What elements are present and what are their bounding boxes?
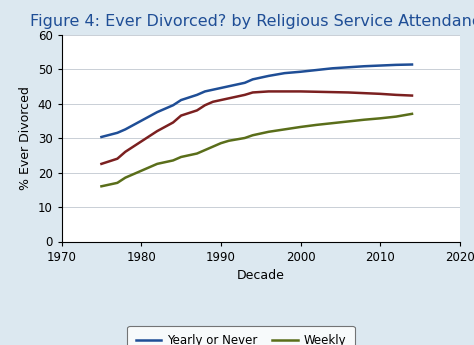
Monthly bbox=[194, 108, 200, 112]
Line: Weekly: Weekly bbox=[101, 114, 412, 186]
Weekly bbox=[361, 118, 367, 122]
Weekly bbox=[218, 141, 224, 145]
Monthly bbox=[409, 93, 415, 98]
Monthly bbox=[178, 114, 184, 118]
Monthly bbox=[314, 90, 319, 94]
Weekly bbox=[298, 125, 303, 129]
Yearly or Never bbox=[155, 110, 160, 114]
Yearly or Never bbox=[377, 63, 383, 68]
Yearly or Never bbox=[115, 131, 120, 135]
Monthly bbox=[266, 89, 272, 93]
Weekly bbox=[155, 162, 160, 166]
Yearly or Never bbox=[138, 119, 144, 123]
Monthly bbox=[377, 92, 383, 96]
Legend: Yearly or Never, Monthly, Weekly: Yearly or Never, Monthly, Weekly bbox=[127, 326, 355, 345]
Weekly bbox=[122, 176, 128, 180]
Yearly or Never bbox=[226, 84, 232, 88]
Line: Yearly or Never: Yearly or Never bbox=[101, 65, 412, 137]
Yearly or Never bbox=[170, 103, 176, 107]
Monthly bbox=[99, 162, 104, 166]
Weekly bbox=[178, 155, 184, 159]
Monthly bbox=[122, 150, 128, 154]
Weekly bbox=[377, 116, 383, 120]
Yearly or Never bbox=[99, 135, 104, 139]
Yearly or Never bbox=[298, 70, 303, 74]
Yearly or Never bbox=[242, 81, 247, 85]
Weekly bbox=[138, 169, 144, 173]
Weekly bbox=[226, 139, 232, 143]
Weekly bbox=[210, 145, 216, 149]
Weekly bbox=[409, 112, 415, 116]
Monthly bbox=[250, 90, 255, 95]
Line: Monthly: Monthly bbox=[101, 91, 412, 164]
Yearly or Never bbox=[314, 68, 319, 72]
Weekly bbox=[250, 133, 255, 137]
Monthly bbox=[242, 93, 247, 97]
Weekly bbox=[329, 121, 335, 125]
Monthly bbox=[170, 120, 176, 125]
Monthly bbox=[346, 90, 351, 95]
Yearly or Never bbox=[393, 63, 399, 67]
Monthly bbox=[298, 89, 303, 93]
Yearly or Never bbox=[409, 62, 415, 67]
Monthly bbox=[282, 89, 287, 93]
Yearly or Never bbox=[346, 65, 351, 69]
Monthly bbox=[393, 93, 399, 97]
Yearly or Never bbox=[329, 66, 335, 70]
Weekly bbox=[202, 148, 208, 152]
Weekly bbox=[115, 181, 120, 185]
Weekly bbox=[99, 184, 104, 188]
Weekly bbox=[170, 158, 176, 162]
Yearly or Never bbox=[266, 74, 272, 78]
Yearly or Never bbox=[122, 127, 128, 131]
Weekly bbox=[282, 127, 287, 131]
Weekly bbox=[266, 130, 272, 134]
Monthly bbox=[202, 103, 208, 107]
Yearly or Never bbox=[210, 88, 216, 92]
X-axis label: Decade: Decade bbox=[237, 269, 285, 282]
Y-axis label: % Ever Divorced: % Ever Divorced bbox=[19, 86, 32, 190]
Monthly bbox=[218, 98, 224, 102]
Weekly bbox=[393, 115, 399, 119]
Monthly bbox=[226, 96, 232, 100]
Monthly bbox=[329, 90, 335, 94]
Monthly bbox=[155, 129, 160, 133]
Yearly or Never bbox=[194, 93, 200, 97]
Yearly or Never bbox=[178, 98, 184, 102]
Weekly bbox=[314, 123, 319, 127]
Monthly bbox=[210, 100, 216, 104]
Yearly or Never bbox=[218, 86, 224, 90]
Weekly bbox=[346, 119, 351, 124]
Weekly bbox=[242, 136, 247, 140]
Weekly bbox=[194, 151, 200, 156]
Monthly bbox=[138, 139, 144, 144]
Yearly or Never bbox=[361, 64, 367, 68]
Yearly or Never bbox=[250, 77, 255, 81]
Monthly bbox=[115, 157, 120, 161]
Yearly or Never bbox=[202, 89, 208, 93]
Title: Figure 4: Ever Divorced? by Religious Service Attendance: Figure 4: Ever Divorced? by Religious Se… bbox=[30, 14, 474, 29]
Yearly or Never bbox=[282, 71, 287, 75]
Monthly bbox=[361, 91, 367, 95]
